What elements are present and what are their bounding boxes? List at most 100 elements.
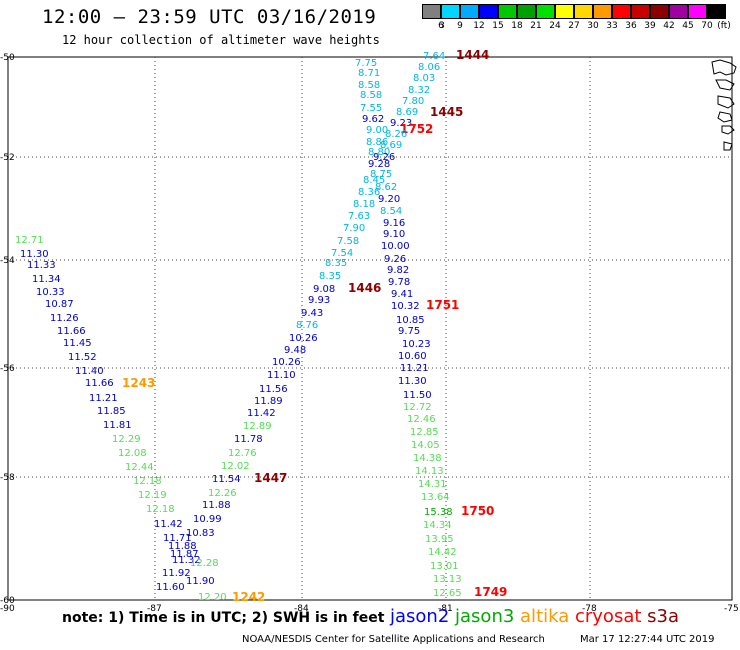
pass-time-label: 1445 — [430, 105, 463, 119]
wave-height-value: 11.54 — [212, 474, 241, 485]
legend-tick-label: 6 — [438, 21, 444, 31]
wave-height-value: 9.41 — [391, 289, 413, 300]
longitude-label: -75 — [724, 604, 739, 614]
longitude-label: -84 — [294, 604, 309, 614]
wave-height-value: 10.00 — [381, 241, 410, 252]
legend-tick-label: 27 — [568, 21, 580, 31]
wave-height-value: 8.71 — [358, 68, 380, 79]
wave-height-value: 12.72 — [403, 402, 432, 413]
wave-height-value: 8.35 — [325, 258, 347, 269]
coastline-fragment — [711, 59, 737, 151]
wave-height-value: 14.34 — [423, 520, 452, 531]
wave-height-value: 9.00 — [366, 125, 388, 136]
wave-height-value: 7.63 — [348, 211, 370, 222]
map-gridlines — [8, 57, 732, 600]
longitude-label: -81 — [438, 604, 453, 614]
legend-tick-label: 21 — [530, 21, 542, 31]
wave-height-value: 7.64 — [423, 51, 445, 62]
pass-time-label: 1243 — [122, 376, 155, 390]
wave-height-value: 14.42 — [428, 547, 457, 558]
wave-height-value: 8.76 — [296, 320, 318, 331]
legend-tick-label: 24 — [549, 21, 561, 31]
wave-height-value: 8.36 — [358, 187, 380, 198]
wave-height-value: 9.93 — [308, 295, 330, 306]
wave-height-value: 9.08 — [313, 284, 335, 295]
wave-height-value: 9.78 — [388, 277, 410, 288]
wave-height-value: 12.76 — [228, 448, 257, 459]
legend-tick-label: 33 — [606, 21, 618, 31]
wave-height-value: 11.89 — [254, 396, 283, 407]
wave-height-value: 12.02 — [221, 461, 250, 472]
latitude-label: -58 — [0, 473, 15, 483]
wave-height-value: 12.85 — [410, 427, 439, 438]
wave-height-value: 8.62 — [375, 182, 397, 193]
legend-tick-label: 18 — [511, 21, 523, 31]
legend-swatch — [631, 4, 650, 19]
wave-height-value: 12.29 — [112, 434, 141, 445]
wave-height-value: 11.56 — [259, 384, 288, 395]
legend-tick-label: 30 — [587, 21, 599, 31]
wave-height-value: 8.18 — [353, 199, 375, 210]
wave-height-value: 8.03 — [413, 73, 435, 84]
wave-height-value: 11.32 — [172, 555, 201, 566]
wave-height-value: 8.58 — [358, 80, 380, 91]
wave-height-value: 7.58 — [337, 236, 359, 247]
wave-height-value: 11.34 — [32, 274, 61, 285]
wave-height-value: 11.26 — [50, 313, 79, 324]
wave-height-value: 9.75 — [398, 326, 420, 337]
wave-height-value: 11.88 — [168, 541, 197, 552]
wave-height-value: 12.19 — [138, 490, 167, 501]
wave-height-value: 9.23 — [390, 118, 412, 129]
wave-height-value: 9.48 — [284, 345, 306, 356]
wave-height-value: 12.18 — [146, 504, 175, 515]
wave-height-value: 11.30 — [20, 249, 49, 260]
wave-height-value: 9.20 — [378, 194, 400, 205]
wave-height-value: 14.31 — [418, 479, 447, 490]
wave-height-value: 11.45 — [63, 338, 92, 349]
legend-swatch — [669, 4, 688, 19]
wave-height-value: 7.90 — [343, 223, 365, 234]
wave-height-value: 11.60 — [156, 582, 185, 593]
wave-height-value: 10.99 — [193, 514, 222, 525]
wave-height-value: 11.50 — [403, 390, 432, 401]
wave-height-value: 11.21 — [400, 363, 429, 374]
wave-height-value: 12.18 — [133, 476, 162, 487]
wave-height-value: 12.44 — [125, 462, 154, 473]
satellite-key-altika: altika — [520, 606, 575, 627]
map-frame — [7, 56, 733, 601]
generation-timestamp: Mar 17 12:27:44 UTC 2019 — [580, 634, 715, 645]
wave-height-value: 11.52 — [68, 352, 97, 363]
wave-height-value: 13.13 — [433, 574, 462, 585]
wave-height-value: 10.83 — [186, 528, 215, 539]
legend-tick-label: 42 — [663, 21, 675, 31]
pass-time-label: 1749 — [474, 585, 507, 599]
satellite-key-s3a: s3a — [647, 606, 680, 627]
legend-swatch — [479, 4, 498, 19]
pass-time-label: 1750 — [461, 504, 494, 518]
latitude-label: -50 — [0, 53, 15, 63]
wave-height-value: 8.54 — [380, 206, 402, 217]
wave-height-value: 9.28 — [368, 159, 390, 170]
latitude-label: -56 — [0, 364, 15, 374]
wave-height-value: 14.05 — [411, 440, 440, 451]
wave-height-value: 11.88 — [202, 500, 231, 511]
latitude-label: -60 — [0, 596, 15, 606]
wave-height-value: 10.33 — [36, 287, 65, 298]
wave-height-value: 11.66 — [57, 326, 86, 337]
wave-height-value: 11.40 — [75, 366, 104, 377]
wave-height-value: 11.21 — [89, 393, 118, 404]
satellite-key-jason3: jason3 — [455, 606, 521, 627]
footnote: note: 1) Time is in UTC; 2) SWH is in fe… — [62, 610, 385, 626]
wave-height-value: 11.71 — [163, 533, 192, 544]
legend-tick-label: 3 — [439, 21, 445, 31]
wave-height-value: 8.80 — [368, 147, 390, 158]
legend-tick-label: 36 — [625, 21, 637, 31]
wave-height-value: 8.86 — [366, 137, 388, 148]
wave-height-value: 9.82 — [387, 265, 409, 276]
wave-height-value: 11.81 — [103, 420, 132, 431]
wave-height-value: 8.58 — [360, 90, 382, 101]
wave-height-value: 12.65 — [433, 588, 462, 599]
legend-tick-label: 70 — [701, 21, 713, 31]
wave-height-value: 12.20 — [198, 592, 227, 603]
